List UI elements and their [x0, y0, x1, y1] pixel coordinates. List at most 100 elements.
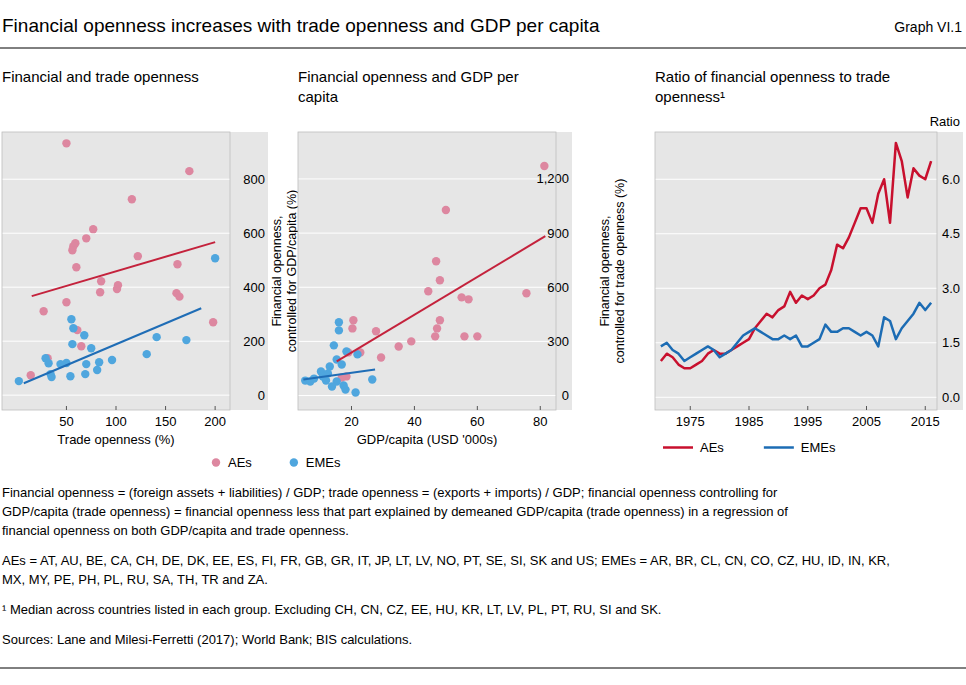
x-tick	[925, 406, 926, 410]
footnote: financial openness on both GDP/capita an…	[2, 523, 349, 538]
point	[442, 206, 450, 214]
x-tick-label: 80	[533, 414, 547, 429]
y-tick-label: 6.0	[942, 172, 960, 187]
graph-title: Financial openness increases with trade …	[2, 15, 600, 36]
point	[464, 295, 472, 303]
panel-title: Financial openness and GDP per	[298, 68, 519, 85]
grid-line	[298, 178, 556, 179]
graph: Financial openness increases with trade …	[0, 0, 966, 685]
y-tick-label: 0	[562, 388, 569, 403]
point	[330, 341, 338, 349]
point	[432, 257, 440, 265]
footnote: Sources: Lane and Milesi-Ferretti (2017)…	[2, 632, 412, 647]
plot-frame	[2, 132, 230, 410]
plot-area	[661, 143, 931, 368]
x-tick	[165, 406, 166, 410]
point	[89, 225, 97, 233]
legend-label: AEs	[700, 440, 724, 455]
point	[82, 234, 90, 242]
x-tick-label: 1985	[735, 414, 764, 429]
legend-label: EMEs	[306, 455, 341, 470]
graph-label: Graph VI.1	[894, 19, 962, 35]
point	[407, 337, 415, 345]
point	[394, 342, 402, 350]
grid-line	[298, 395, 556, 396]
point	[335, 318, 343, 326]
point	[424, 287, 432, 295]
y-tick-label: 300	[547, 334, 569, 349]
point	[351, 388, 359, 396]
y-tick-label: 3.0	[942, 281, 960, 296]
y-axis-title: Financial openness,	[598, 215, 612, 326]
plot-background	[655, 132, 963, 410]
x-tick-label: 2005	[852, 414, 881, 429]
x-tick-label: 40	[407, 414, 421, 429]
grid-line	[2, 179, 230, 180]
grid-line	[2, 395, 230, 396]
y-tick-label: 600	[243, 226, 265, 241]
point	[209, 318, 217, 326]
point	[338, 360, 346, 368]
x-tick	[116, 406, 117, 410]
point	[44, 359, 52, 367]
point	[108, 356, 116, 364]
legend-marker	[290, 458, 298, 466]
point	[522, 289, 530, 297]
y-tick-label: 0	[258, 388, 265, 403]
x-axis-title: GDP/capita (USD '000s)	[357, 432, 497, 447]
grid-line	[655, 397, 937, 398]
panel-title: Ratio of financial openness to trade	[655, 68, 890, 85]
plot-area	[15, 139, 220, 385]
point	[431, 332, 439, 340]
panel-title: Financial and trade openness	[2, 68, 199, 85]
point	[185, 167, 193, 175]
panel-title: openness¹	[655, 88, 725, 105]
point	[69, 324, 77, 332]
series-line	[661, 143, 931, 368]
grid-line	[655, 288, 937, 289]
legend-marker	[663, 446, 693, 449]
y-tick-label: 400	[243, 280, 265, 295]
point	[175, 292, 183, 300]
x-tick-label: 50	[59, 414, 73, 429]
legend-label: AEs	[228, 455, 252, 470]
x-tick-label: 60	[470, 414, 484, 429]
footnote: ¹ Median across countries listed in each…	[2, 602, 661, 617]
point	[134, 252, 142, 260]
y-axis-title: controlled for trade openness (%)	[613, 179, 627, 364]
point	[326, 362, 334, 370]
plot-area	[301, 162, 549, 397]
y-axis-title: Financial openness,	[270, 215, 284, 326]
plot-frame	[655, 132, 937, 410]
grid-line	[298, 341, 556, 342]
point	[81, 370, 89, 378]
y-tick-label: 800	[243, 172, 265, 187]
legend-marker	[212, 458, 220, 466]
y-tick-label: 200	[243, 334, 265, 349]
point	[82, 360, 90, 368]
point	[152, 333, 160, 341]
point	[460, 332, 468, 340]
point	[341, 385, 349, 393]
point	[128, 195, 136, 203]
point	[377, 353, 385, 361]
footnote: GDP/capita (trade openness) = financial …	[2, 504, 788, 519]
point	[473, 332, 481, 340]
y-unit: Ratio	[930, 114, 960, 129]
x-tick	[540, 406, 541, 410]
grid-line	[655, 342, 937, 343]
point	[68, 340, 76, 348]
point	[143, 350, 151, 358]
point	[96, 288, 104, 296]
bottom-rule	[0, 668, 966, 669]
x-tick	[807, 406, 808, 410]
point	[97, 277, 105, 285]
point	[62, 139, 70, 147]
series-line	[661, 303, 931, 361]
point	[80, 331, 88, 339]
point	[87, 344, 95, 352]
point	[95, 358, 103, 366]
panel-title: capita	[298, 88, 339, 105]
x-tick-label: 1975	[676, 414, 705, 429]
point	[15, 377, 23, 385]
